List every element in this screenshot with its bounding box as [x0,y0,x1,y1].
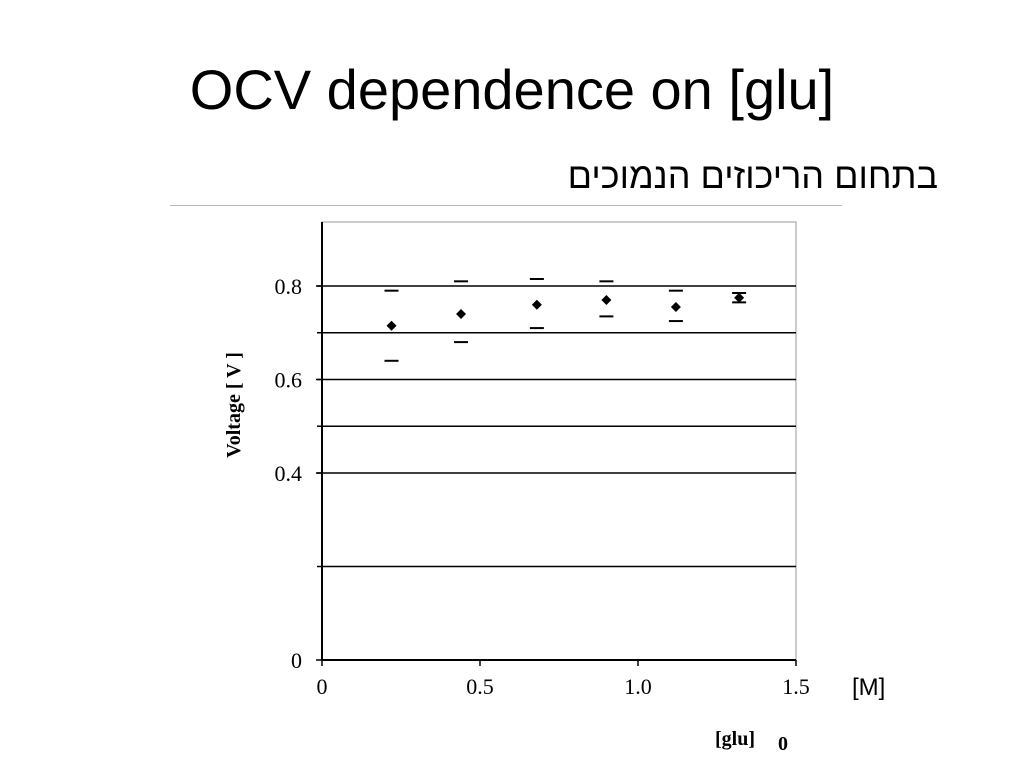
unit-label: [M] [852,674,886,701]
data-point [670,302,681,313]
y-tick-label: 0.8 [275,274,303,299]
data-point [386,320,397,331]
y-tick-label: 0 [291,648,302,673]
x-tick-label: 1.5 [782,674,810,699]
x-tick-label: 1.0 [624,674,652,699]
title-divider [170,205,842,206]
y-tick-label: 0.4 [275,461,303,486]
slide-title: OCV dependence on [glu] [189,58,835,121]
data-point [734,292,745,303]
x-axis-title: [glu] [715,728,755,750]
data-point [601,295,612,306]
y-tick-label: 0.6 [275,368,303,393]
x-tick-label: 0.5 [466,674,494,699]
x-axis-title-subscript: 0 [778,733,788,755]
y-axis-title: Voltage [ V ] [223,352,245,458]
data-point [531,299,542,310]
x-tick-label: 0 [317,674,328,699]
plot-frame [321,221,797,661]
slide-subtitle: בתחום הריכוזים הנמוכים [567,155,938,196]
data-point [456,309,467,320]
